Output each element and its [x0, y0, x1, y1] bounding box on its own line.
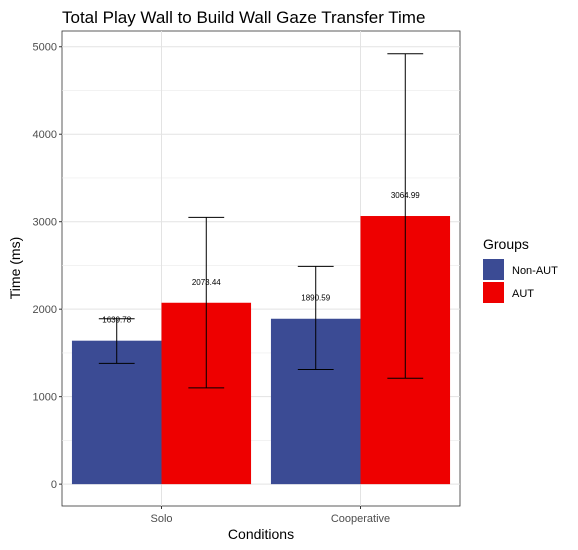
data-label: 1639.78: [102, 316, 131, 325]
x-tick-label: Solo: [150, 513, 172, 525]
y-tick-label: 3000: [33, 217, 57, 229]
x-axis-title: Conditions: [228, 526, 294, 542]
legend-title: Groups: [483, 236, 529, 252]
legend: Groups Non-AUT AUT: [483, 236, 558, 303]
legend-label-aut: AUT: [512, 288, 534, 300]
legend-label-non-aut: Non-AUT: [512, 265, 558, 277]
legend-swatch-aut: [483, 282, 504, 303]
x-tick-label: Cooperative: [331, 513, 390, 525]
y-axis: 0 1000 2000 3000 4000 5000: [33, 42, 62, 491]
y-tick-label: 4000: [33, 129, 57, 141]
chart-title: Total Play Wall to Build Wall Gaze Trans…: [62, 8, 425, 27]
y-axis-title: Time (ms): [7, 237, 23, 299]
data-label: 2073.44: [192, 278, 221, 287]
data-labels: 1639.78 2073.44 1890.59 3064.99: [102, 191, 420, 325]
error-bars: [98, 53, 424, 389]
bar-non-aut-solo: [71, 340, 162, 485]
y-tick-label: 2000: [33, 304, 57, 316]
legend-swatch-non-aut: [483, 259, 504, 280]
y-tick-label: 0: [51, 479, 57, 491]
y-tick-label: 5000: [33, 42, 57, 54]
x-axis: Solo Cooperative: [150, 506, 390, 525]
data-label: 1890.59: [301, 294, 330, 303]
data-label: 3064.99: [391, 191, 420, 200]
y-tick-label: 1000: [33, 392, 57, 404]
